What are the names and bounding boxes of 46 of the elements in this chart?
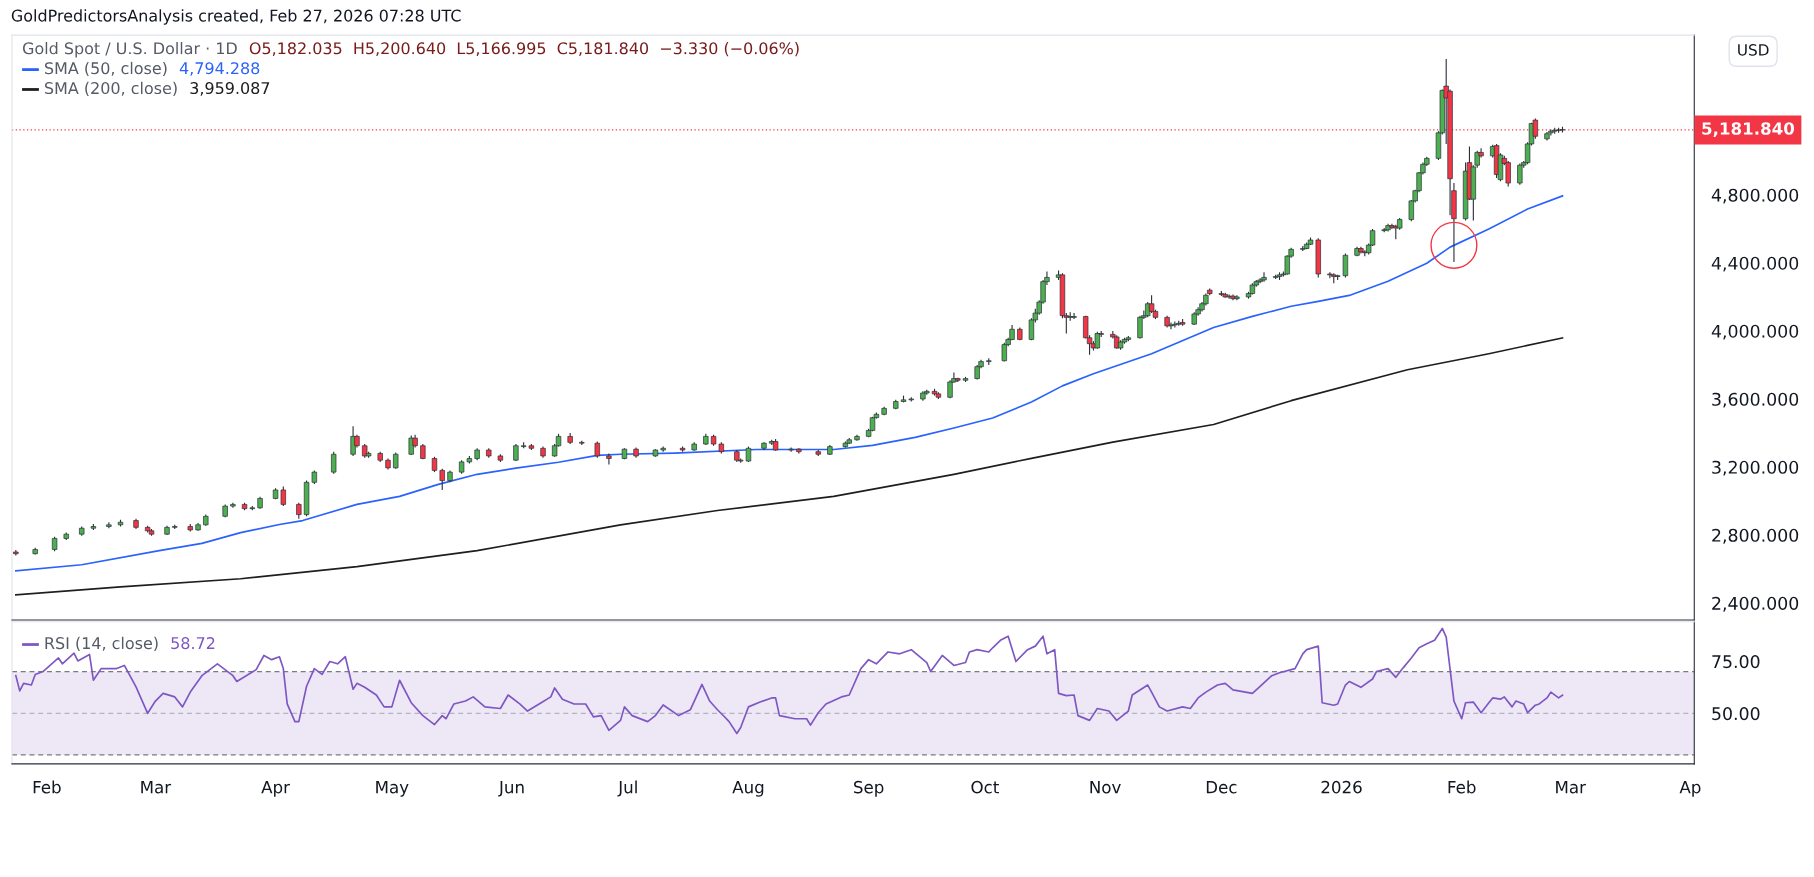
x-tick-label: Apr: [261, 781, 290, 797]
y-tick-label: 2,400.000: [1712, 596, 1799, 612]
candlestick: [1137, 315, 1143, 340]
x-tick-label: Mar: [141, 781, 172, 794]
candlestick: [606, 452, 612, 466]
y-tick-label: 2,800.000: [1712, 528, 1799, 544]
y-tick-label: 75.00: [1712, 655, 1760, 669]
line-series: [15, 337, 1564, 596]
x-tick-label: Ap: [1679, 781, 1701, 797]
annotation: O5,182.035 H5,200.640 L5,166.995 C5,181.840 −3.330 (−0.06%): [249, 41, 799, 57]
y-tick-label: 4,400.000: [1711, 256, 1799, 272]
y-tick-label: 50.00: [1712, 707, 1760, 721]
x-tick-label: Mar: [1556, 781, 1586, 794]
legend-label: SMA (50, close): [44, 61, 167, 77]
x-tick-label: Feb: [1448, 780, 1476, 794]
y-tick-label: 4,000.000: [1711, 324, 1799, 340]
ref-line-label: 5,181.840: [1702, 122, 1795, 137]
line-series: [15, 195, 1564, 572]
x-tick-label: Jun: [498, 781, 524, 797]
x-tick-label: Nov: [1090, 781, 1121, 794]
candlestick: [1001, 342, 1007, 363]
x-tick-label: Oct: [971, 780, 999, 794]
x-tick-label: 2026: [1321, 780, 1362, 794]
line-series: [15, 627, 1564, 735]
candlestick: [1505, 160, 1511, 187]
y-tick-label: 3,200.000: [1712, 460, 1799, 476]
x-tick-label: Sep: [854, 780, 884, 797]
x-tick-label: Feb: [33, 780, 61, 794]
x-tick-label: May: [376, 781, 409, 797]
annotation: 58.72: [171, 637, 215, 650]
y-axis-title: USD: [1738, 44, 1769, 56]
legend-label: RSI (14, close): [45, 636, 158, 652]
text: GoldPredictorsAnalysis created, Feb 27, 2026 07:28 UTC: [11, 9, 461, 25]
y-tick-label: 4,800.000: [1711, 188, 1799, 204]
x-tick-label: Jul: [617, 780, 637, 797]
x-tick-label: Aug: [732, 781, 764, 797]
legend-label: SMA (200, close): [44, 81, 177, 96]
candlestick: [439, 468, 445, 491]
annotation: 3,959.087: [190, 82, 270, 96]
candlestick: [331, 451, 337, 475]
annotation: 4,794.288: [179, 62, 260, 76]
chart-title: Gold Spot / U.S. Dollar · 1D: [22, 41, 237, 58]
x-tick-label: Dec: [1206, 781, 1237, 794]
y-tick-label: 3,600.000: [1712, 392, 1799, 408]
candlestick: [1168, 321, 1174, 330]
candlestick: [1327, 271, 1333, 279]
